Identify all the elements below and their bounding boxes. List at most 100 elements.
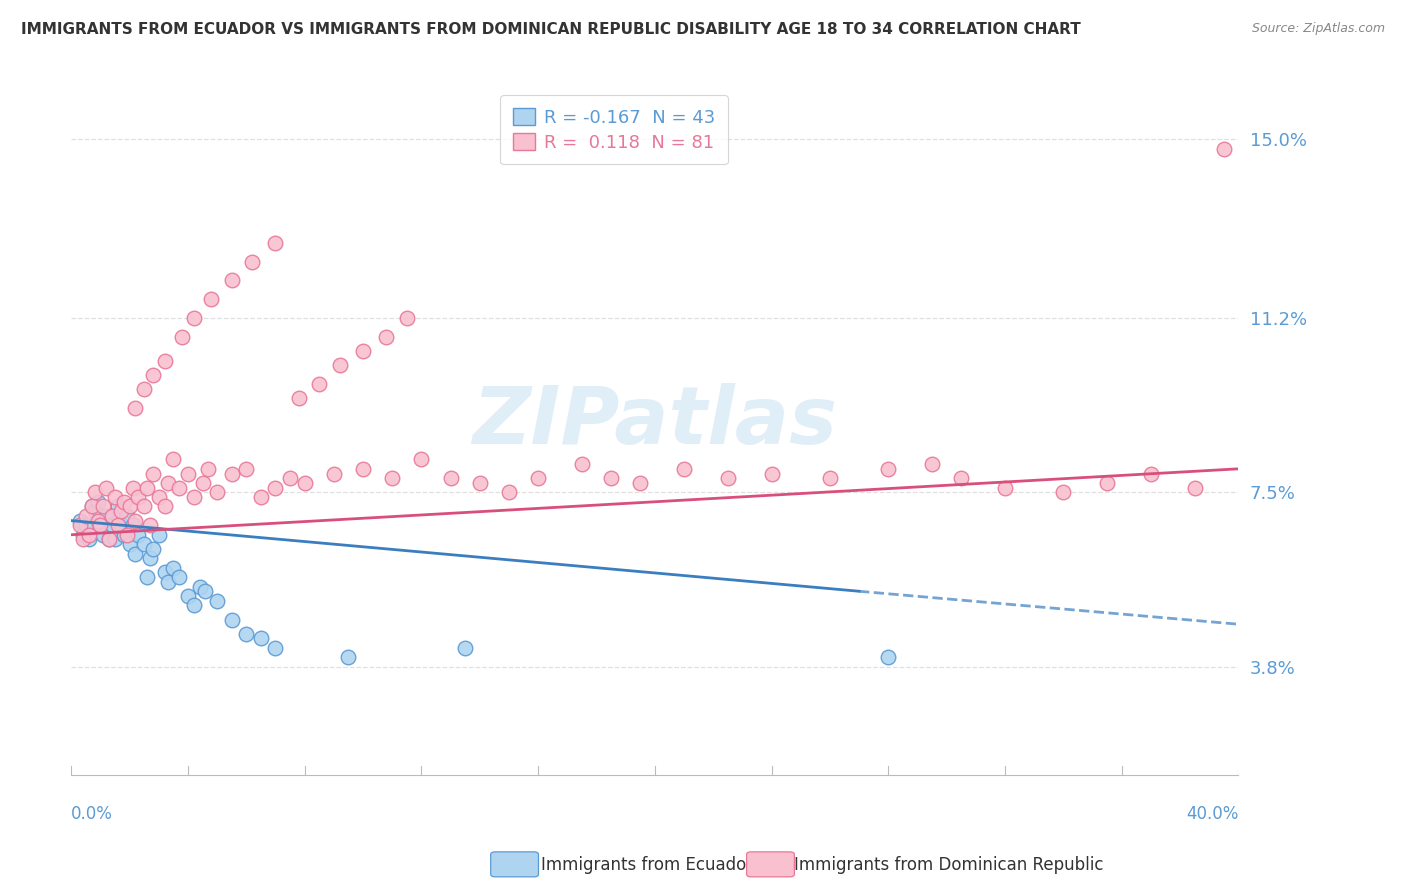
Point	[77, 527, 100, 541]
Point	[121, 481, 143, 495]
Point	[153, 353, 176, 368]
Point	[352, 462, 374, 476]
Point	[527, 471, 550, 485]
Point	[877, 650, 900, 665]
Point	[127, 527, 149, 541]
Point	[142, 368, 165, 382]
Point	[77, 533, 100, 547]
Point	[468, 475, 491, 490]
Point	[121, 518, 143, 533]
Point	[761, 467, 783, 481]
Point	[177, 589, 200, 603]
Point	[139, 551, 162, 566]
Point	[86, 514, 108, 528]
FancyBboxPatch shape	[491, 852, 538, 877]
Point	[294, 475, 316, 490]
Point	[167, 481, 190, 495]
Point	[205, 593, 228, 607]
Point	[156, 574, 179, 589]
Point	[86, 495, 108, 509]
Point	[264, 481, 287, 495]
Point	[69, 514, 91, 528]
Point	[1212, 142, 1234, 156]
Text: IMMIGRANTS FROM ECUADOR VS IMMIGRANTS FROM DOMINICAN REPUBLIC DISABILITY AGE 18 : IMMIGRANTS FROM ECUADOR VS IMMIGRANTS FR…	[21, 22, 1081, 37]
Point	[104, 533, 127, 547]
Point	[950, 471, 973, 485]
Point	[1095, 475, 1118, 490]
Point	[112, 527, 135, 541]
Point	[148, 490, 170, 504]
Point	[96, 508, 118, 523]
Point	[322, 467, 344, 481]
Point	[98, 533, 121, 547]
Point	[134, 382, 156, 396]
Point	[134, 500, 156, 514]
Point	[411, 452, 433, 467]
Point	[101, 518, 124, 533]
Point	[818, 471, 841, 485]
Text: 0.0%: 0.0%	[72, 805, 112, 823]
Point	[75, 518, 97, 533]
Text: ZIPatlas: ZIPatlas	[472, 383, 838, 461]
Text: 40.0%: 40.0%	[1187, 805, 1239, 823]
Point	[148, 527, 170, 541]
Point	[308, 377, 330, 392]
Point	[221, 613, 243, 627]
Point	[162, 560, 184, 574]
Point	[83, 504, 105, 518]
Point	[153, 566, 176, 580]
Point	[115, 508, 138, 523]
Point	[221, 273, 243, 287]
Point	[877, 462, 900, 476]
Point	[177, 467, 200, 481]
Point	[124, 401, 146, 415]
Point	[91, 500, 114, 514]
Text: Source: ZipAtlas.com: Source: ZipAtlas.com	[1251, 22, 1385, 36]
Point	[96, 481, 118, 495]
Point	[329, 358, 352, 372]
Point	[142, 467, 165, 481]
Point	[194, 584, 217, 599]
Point	[115, 527, 138, 541]
Point	[110, 518, 132, 533]
Point	[672, 462, 695, 476]
Point	[1140, 467, 1163, 481]
Point	[337, 650, 360, 665]
Point	[628, 475, 651, 490]
Point	[107, 518, 129, 533]
Point	[921, 457, 943, 471]
Point	[264, 235, 287, 250]
Point	[124, 547, 146, 561]
Point	[89, 518, 111, 533]
Point	[994, 481, 1017, 495]
Point	[240, 254, 263, 268]
Point	[221, 467, 243, 481]
Point	[288, 391, 311, 405]
Point	[183, 311, 205, 326]
Point	[107, 500, 129, 514]
Point	[153, 500, 176, 514]
Point	[352, 344, 374, 359]
Point	[72, 533, 94, 547]
Point	[600, 471, 623, 485]
Point	[264, 640, 287, 655]
Point	[91, 527, 114, 541]
Point	[191, 475, 214, 490]
Point	[83, 485, 105, 500]
Point	[69, 518, 91, 533]
Point	[98, 533, 121, 547]
Point	[571, 457, 593, 471]
Point	[80, 500, 103, 514]
Point	[136, 481, 159, 495]
Point	[75, 508, 97, 523]
Point	[162, 452, 184, 467]
Text: Immigrants from Ecuador: Immigrants from Ecuador	[541, 856, 754, 874]
Point	[200, 293, 222, 307]
Point	[1184, 481, 1206, 495]
Point	[110, 504, 132, 518]
Point	[498, 485, 520, 500]
Legend: R = -0.167  N = 43, R =  0.118  N = 81: R = -0.167 N = 43, R = 0.118 N = 81	[501, 95, 727, 164]
Point	[717, 471, 740, 485]
Point	[235, 462, 257, 476]
Point	[395, 311, 418, 326]
